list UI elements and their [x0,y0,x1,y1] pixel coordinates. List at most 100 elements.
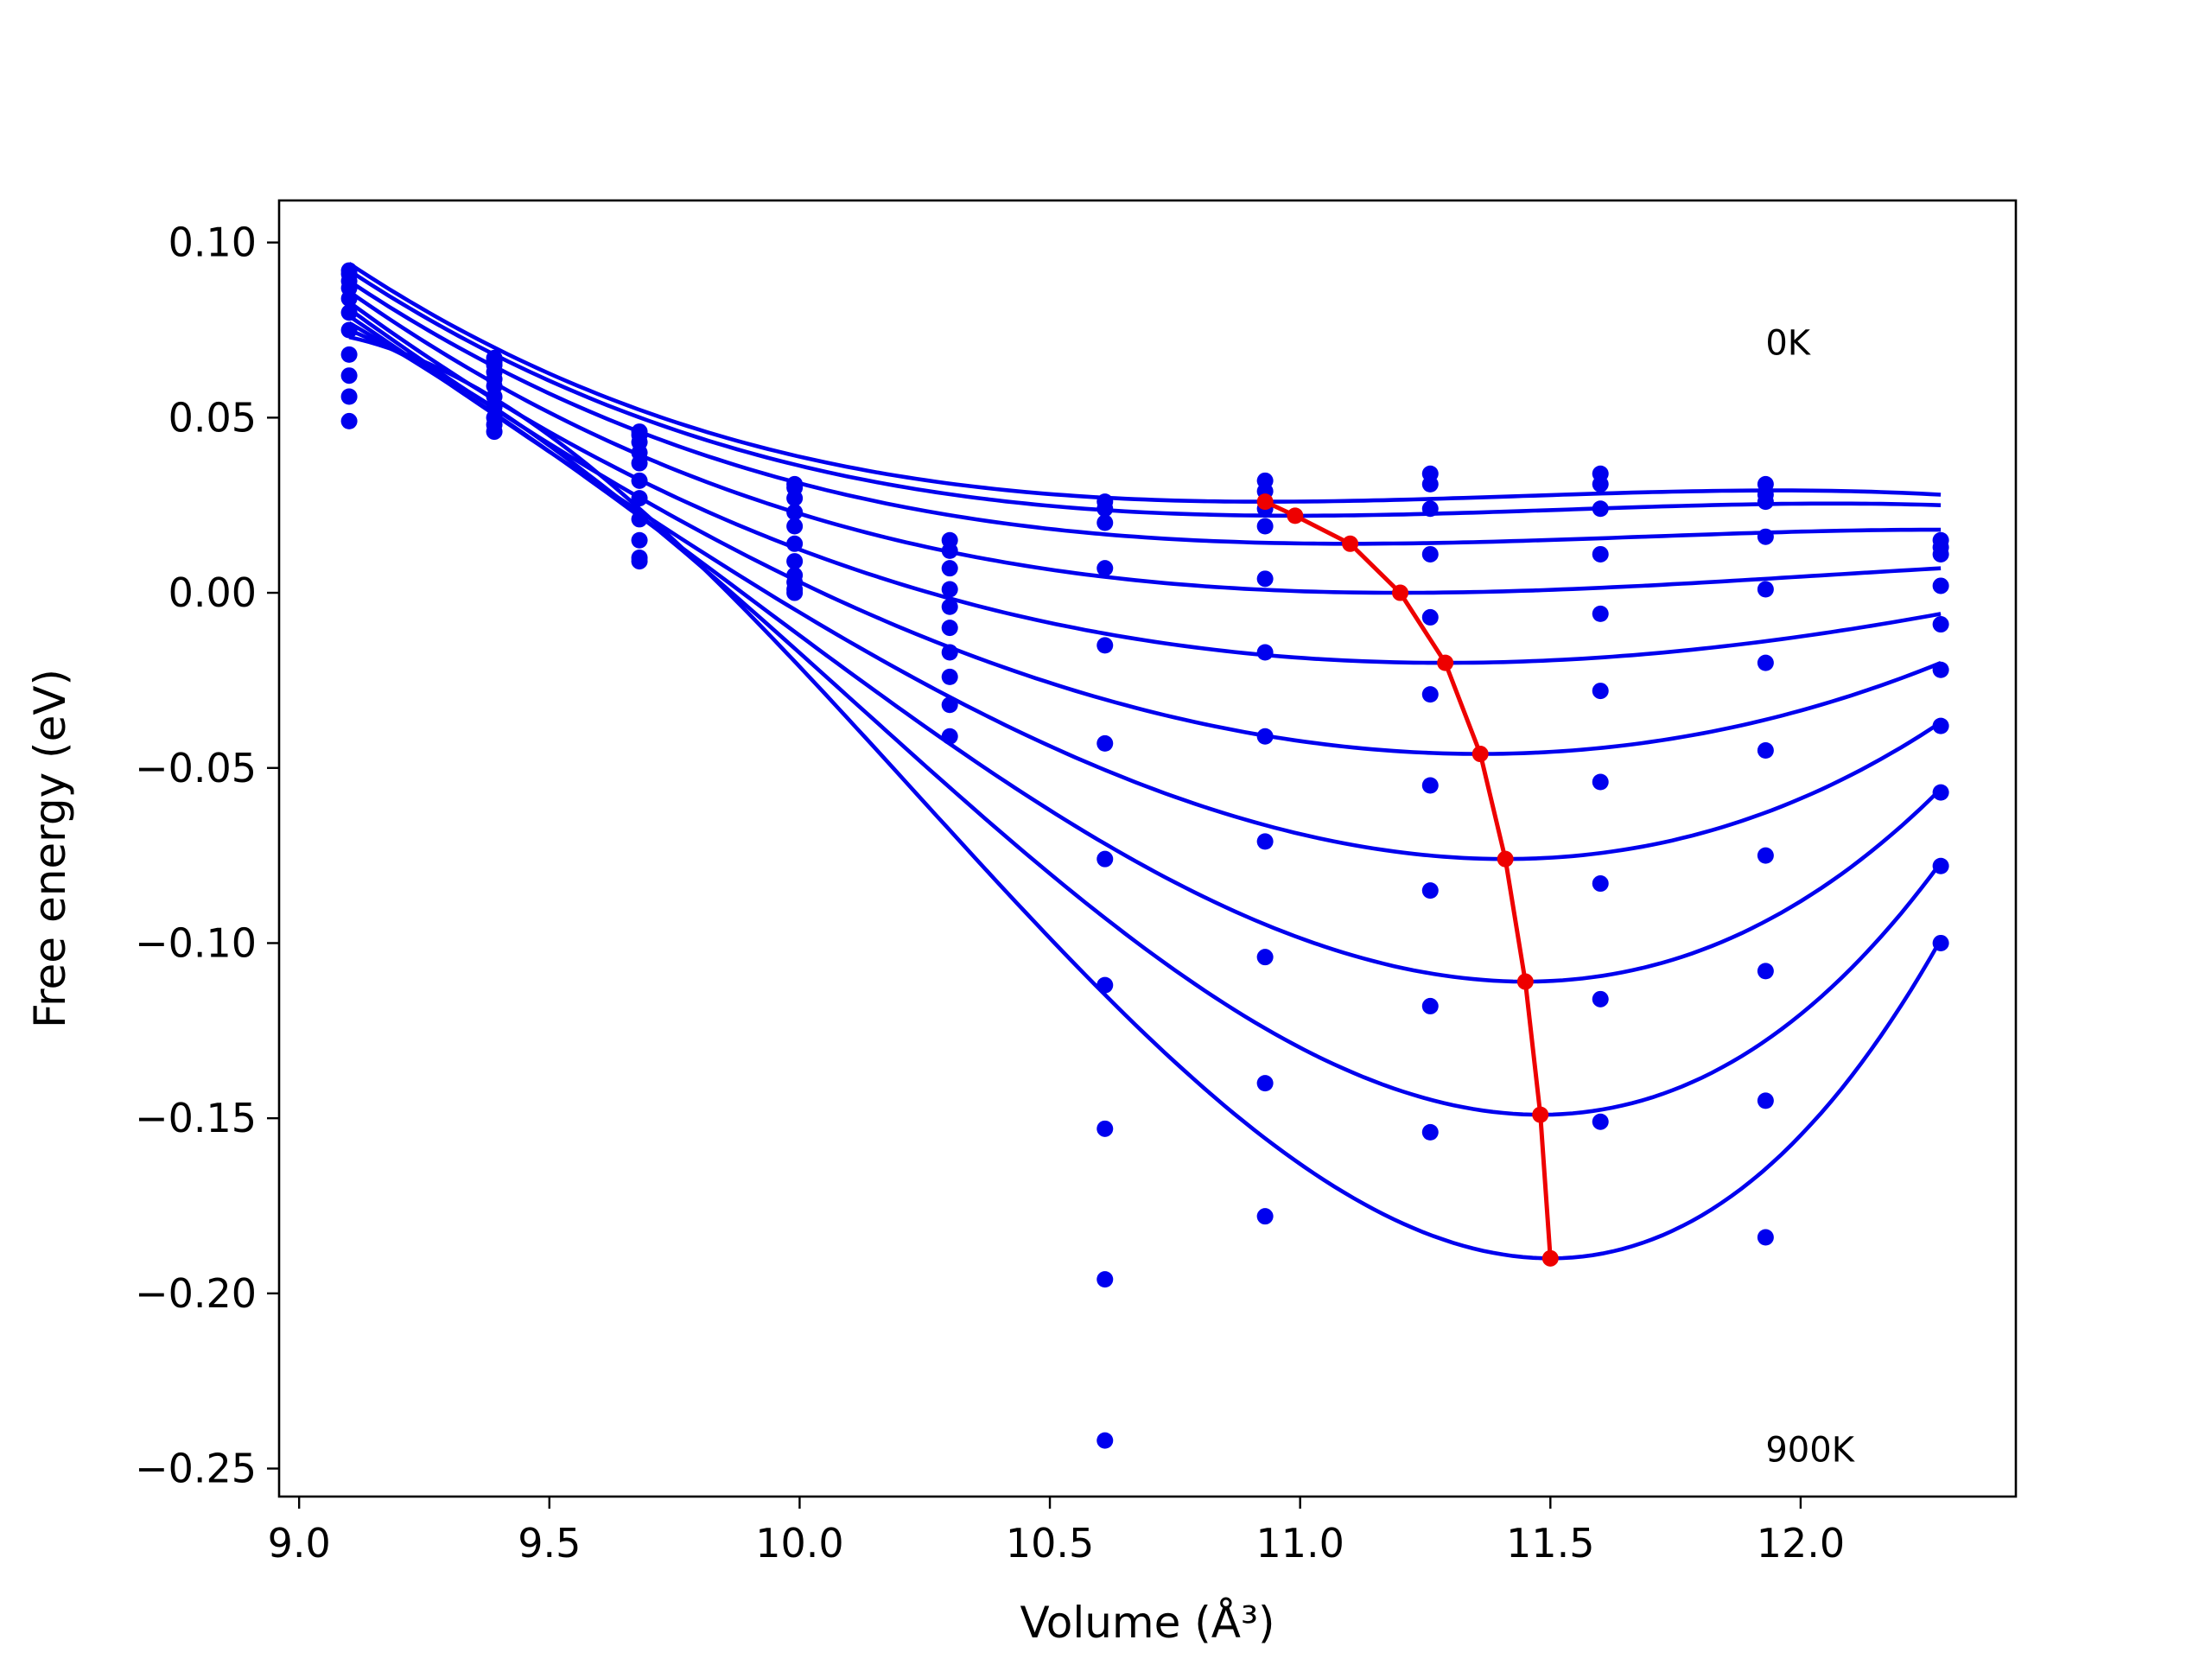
fit-curve [347,321,1942,984]
data-point [1592,990,1609,1007]
fit-curve [347,289,1942,595]
x-tick-label: 11.5 [1506,1520,1594,1567]
data-point [786,504,804,521]
data-point [1592,773,1609,791]
data-point [1096,1432,1114,1449]
data-point [340,388,358,405]
minima-line [1264,499,1553,1259]
data-point [1256,644,1274,661]
data-point [941,668,958,685]
data-point [941,598,958,615]
data-point [941,644,958,661]
x-axis-label: Volume (Å³) [1020,1598,1274,1648]
data-point [1757,1092,1774,1109]
data-point [1757,581,1774,598]
data-point [1256,833,1274,850]
minimum-point [1392,584,1409,601]
data-point [786,584,804,601]
y-tick-label: −0.25 [135,1446,257,1492]
data-point [631,553,648,570]
data-point [340,367,358,385]
y-tick-label: −0.15 [135,1095,257,1141]
x-tick-label: 9.0 [268,1520,331,1567]
fit-curve [348,327,1942,1117]
fit-curve [347,269,1942,518]
data-point [1592,545,1609,563]
data-point [786,490,804,507]
fit-curve [347,300,1942,665]
data-point [1096,734,1114,752]
data-point [1421,686,1439,703]
data-point [1256,1208,1274,1225]
data-point [1932,545,1949,563]
data-point [1932,661,1949,678]
data-point [1932,784,1949,801]
x-tick-label: 10.5 [1006,1520,1094,1567]
data-point [1256,518,1274,535]
data-point [1757,528,1774,545]
data-point [1096,560,1114,577]
data-point [941,696,958,714]
minimum-point [1437,654,1454,671]
y-tick-label: 0.00 [168,569,257,616]
y-tick-label: 0.10 [168,219,257,266]
data-point [1421,608,1439,626]
data-point [1932,934,1949,951]
data-point [1096,850,1114,868]
data-point [1932,577,1949,594]
data-point [1096,1271,1114,1288]
y-axis: 0.10 0.05 0.00 −0.05 −0.10 −0.15 −0.20 −0.25 [135,219,279,1492]
data-point [1096,1120,1114,1137]
data-point [1932,616,1949,633]
y-tick-label: −0.10 [135,919,257,966]
data-point [1592,475,1609,493]
data-point [1421,475,1439,493]
plot-frame [277,199,2018,1498]
fit-curve [347,279,1942,546]
plot-area [340,262,1949,1449]
data-point [631,472,648,489]
data-point [1256,570,1274,588]
temperature-annotation: 0K [1765,323,1811,363]
data-point [1421,777,1439,794]
minimum-point [1541,1249,1559,1267]
data-point [1256,949,1274,966]
data-point [1932,857,1949,874]
data-point [1592,875,1609,893]
data-point [631,454,648,472]
x-axis: 9.0 9.5 10.0 10.5 11.0 11.5 12.0 [268,1497,1845,1567]
data-point [486,423,503,441]
data-point [1421,882,1439,899]
fit-curve [347,307,1942,756]
x-tick-label: 11.0 [1255,1520,1344,1567]
fit-curve [348,334,1943,1261]
y-axis-label: Free energy (eV) [25,669,75,1028]
data-point [1757,741,1774,759]
data-point [1757,493,1774,511]
data-point [1592,1113,1609,1130]
data-point [631,531,648,549]
data-point [941,728,958,745]
minimum-point [1256,493,1274,511]
data-point [1757,847,1774,864]
data-point [1096,976,1114,994]
data-point [340,321,358,339]
data-point [340,346,358,363]
minimum-point [1497,850,1514,868]
fit-curve [347,262,1942,504]
data-point [631,490,648,507]
data-point [941,581,958,598]
data-point [1592,500,1609,518]
data-point [1592,605,1609,622]
minimum-point [1471,746,1489,763]
data-point [1421,1123,1439,1141]
x-tick-label: 10.0 [755,1520,843,1567]
x-tick-label: 9.5 [518,1520,581,1567]
data-point [1096,514,1114,531]
y-tick-label: −0.05 [135,745,257,791]
data-point [1421,500,1439,518]
minimum-point [1342,535,1359,552]
annotations: 0K 900K [1765,323,1855,1470]
data-point [941,620,958,637]
